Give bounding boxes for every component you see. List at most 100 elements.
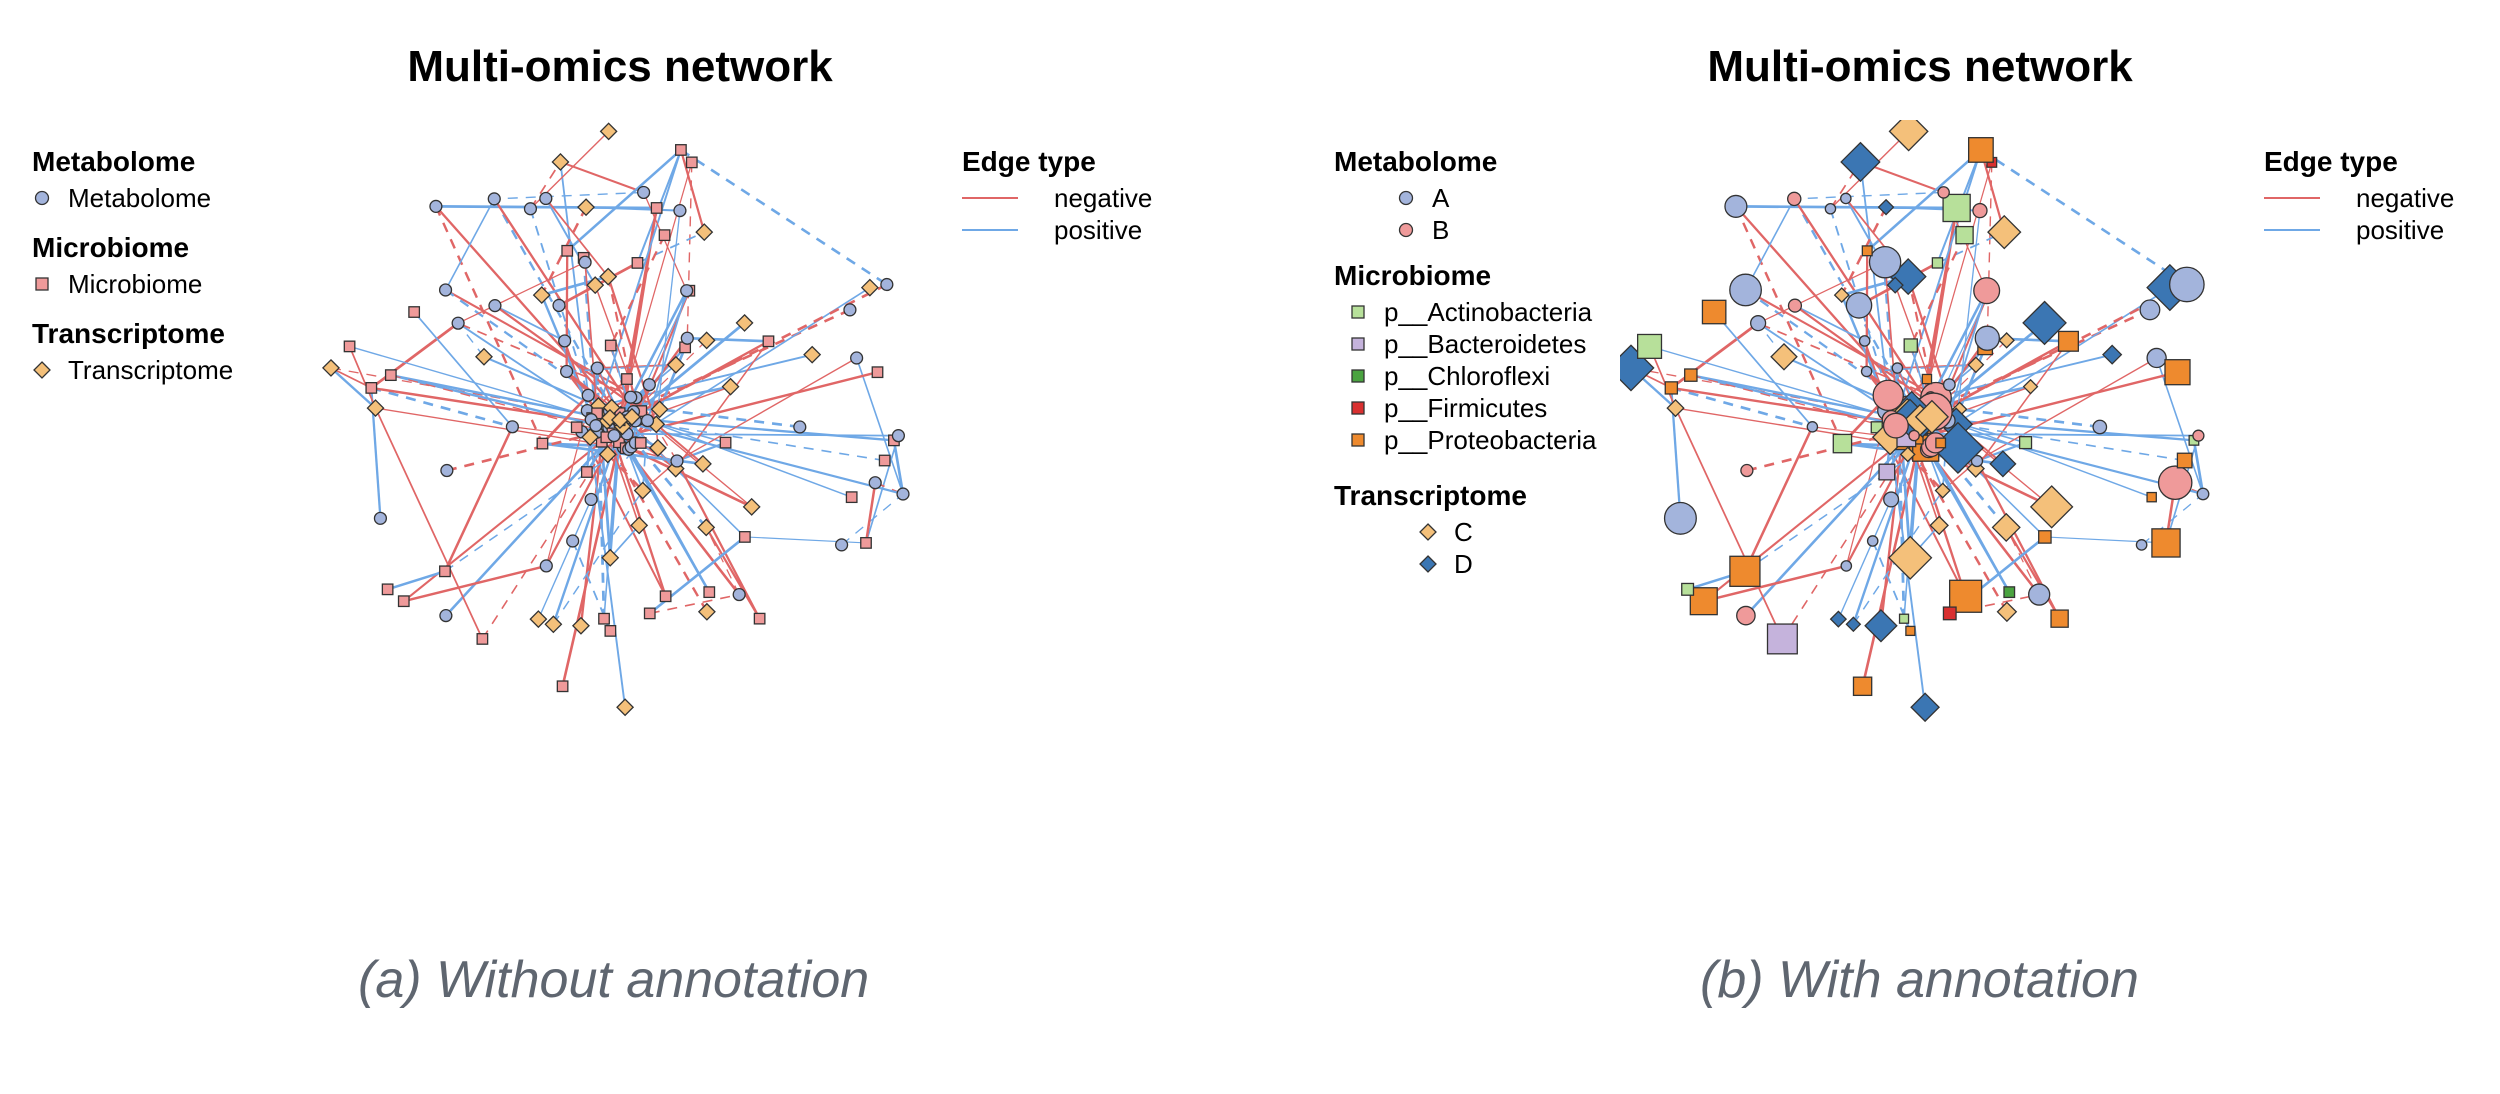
negative-edge	[403, 564, 547, 603]
positive-edge	[552, 490, 644, 625]
transcriptome-node	[529, 610, 548, 629]
negative-edge	[609, 234, 666, 346]
transcriptome-node	[586, 276, 605, 295]
metabolome-node	[624, 390, 638, 404]
negative-edge	[1757, 322, 1937, 399]
transcriptome-node	[697, 602, 716, 621]
metabolome-node	[670, 454, 684, 468]
metabolome-node	[2196, 487, 2210, 501]
circle-icon	[1396, 190, 1416, 206]
metabolome-node	[2092, 419, 2108, 435]
metabolome-node	[680, 331, 694, 345]
transcriptome-node	[1829, 610, 1848, 628]
microbiome-node	[2057, 330, 2079, 352]
positive-edge	[1956, 423, 2185, 462]
positive-edge	[566, 148, 682, 252]
microbiome-node	[598, 612, 610, 625]
positive-edge	[1690, 373, 1910, 430]
legend-item-B: B	[1396, 214, 1596, 246]
transcriptome-node	[598, 445, 617, 464]
microbiome-node	[860, 537, 872, 549]
negative-edge	[443, 426, 514, 572]
negative-edge	[605, 436, 708, 613]
transcriptome-node	[1989, 450, 2017, 478]
edge-legend-positive: positive	[962, 214, 1152, 246]
negative-edge	[390, 374, 613, 435]
transcriptome-node	[650, 400, 669, 419]
network-title: Multi-omics network	[407, 42, 833, 91]
nodes	[1620, 120, 2210, 723]
panel-without-annotation: Multi-omics network Metabolome Metabolom…	[32, 42, 1152, 1009]
network-graph	[322, 122, 910, 717]
transcriptome-node	[695, 223, 714, 242]
metabolome-node	[640, 413, 655, 428]
microbiome-node	[1942, 606, 1957, 621]
negative-edge	[2005, 526, 2061, 620]
microbiome-node	[556, 680, 569, 693]
negative-edge	[348, 346, 377, 409]
edge-legend-positive: positive	[2264, 214, 2454, 246]
negative-edge	[435, 205, 621, 414]
positive-edge	[1980, 148, 2188, 286]
negative-edge	[1690, 374, 1913, 435]
metabolome-node	[1891, 362, 1904, 374]
microbiome-node	[2018, 436, 2033, 450]
square-icon	[1348, 368, 1368, 384]
negative-edge	[529, 161, 562, 210]
negative-edge	[686, 162, 693, 339]
transcriptome-node	[616, 698, 635, 717]
metabolome-node	[1972, 202, 1988, 219]
positive-edge	[493, 198, 613, 409]
metabolome-node	[487, 192, 501, 206]
transcriptome-node	[551, 152, 570, 171]
metabolome-node	[523, 202, 538, 216]
metabolome-node	[835, 538, 849, 552]
microbiome-node	[1681, 582, 1695, 596]
metabolome-node	[1866, 535, 1879, 547]
metabolome-node	[1974, 325, 2000, 351]
positive-edge	[1955, 210, 1981, 425]
microbiome-node	[675, 144, 687, 156]
square-icon	[32, 276, 52, 292]
edge-legend-negative: negative	[2264, 182, 2454, 214]
legend-item-A: A	[1396, 182, 1596, 214]
transcriptome-node	[1845, 616, 1862, 633]
microbiome-node	[1689, 587, 1718, 616]
metabolome-node	[1860, 365, 1873, 378]
metabolome-node	[566, 534, 580, 548]
metabolome-node	[1840, 192, 1852, 205]
microbiome-node	[2146, 491, 2157, 503]
microbiome-node	[1967, 137, 1994, 163]
metabolome-node	[1750, 315, 1767, 332]
legend-item-D: D	[1418, 548, 1596, 580]
transcriptome-node	[1966, 459, 1985, 478]
microbiome-node	[1729, 555, 1761, 587]
metabolome-node	[637, 185, 651, 200]
positive-edge	[595, 368, 606, 619]
nodes	[322, 122, 910, 717]
circle-icon	[1396, 222, 1416, 238]
microbiome-node	[1955, 225, 1974, 245]
negative-edge	[1757, 261, 1886, 324]
transcriptome-node	[803, 345, 822, 364]
microbiome-node	[1684, 368, 1698, 382]
microbiome-node	[439, 565, 451, 578]
microbiome-node	[570, 421, 583, 434]
metabolome-node	[1663, 501, 1697, 535]
transcriptome-node	[1987, 214, 2022, 250]
microbiome-node	[1905, 625, 1916, 637]
legend-title-transcriptome: Transcriptome	[1334, 480, 1527, 511]
microbiome-node	[604, 624, 617, 637]
circle-icon	[32, 190, 52, 206]
positive-edge	[1794, 191, 1944, 200]
positive-edge	[494, 304, 566, 342]
microbiome-node	[2151, 528, 2181, 558]
metabolome-node	[1736, 605, 1756, 626]
legend-title-metabolome: Metabolome	[1334, 146, 1498, 177]
microbiome-node	[384, 369, 397, 382]
transcriptome-node	[1910, 692, 1940, 723]
transcriptome-node	[1998, 332, 2015, 349]
positive-edge	[1837, 499, 1892, 620]
transcriptome-node	[599, 267, 618, 286]
negative-edge	[457, 322, 637, 399]
